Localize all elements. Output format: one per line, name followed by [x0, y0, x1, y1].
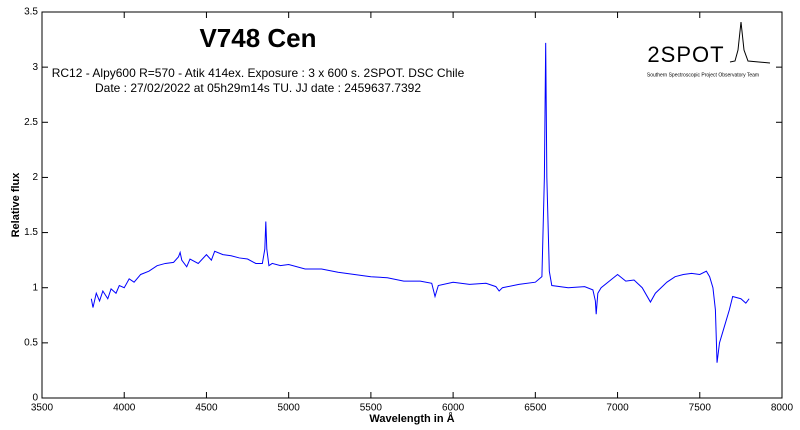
logo-peak [729, 21, 771, 64]
y-tick-label: 0 [32, 393, 38, 404]
x-tick-label: 4000 [113, 403, 136, 414]
y-tick-label: 2.5 [24, 117, 38, 128]
chart-title: V748 Cen [199, 23, 316, 53]
x-tick-label: 7500 [689, 403, 712, 414]
x-axis-label: Wavelength in Å [369, 412, 454, 425]
y-tick-label: 2 [32, 172, 38, 183]
x-tick-label: 6000 [442, 403, 465, 414]
x-tick-label: 4500 [195, 403, 218, 414]
plot-frame [41, 11, 783, 399]
annotation: Date : 27/02/2022 at 05h29m14s TU. JJ da… [95, 81, 421, 95]
x-tick-label: 5500 [360, 403, 383, 414]
y-tick-label: 3 [32, 62, 38, 73]
y-tick-label: 0.5 [24, 337, 38, 348]
x-tick-label: 5000 [278, 403, 301, 414]
x-tick-label: 6500 [524, 403, 547, 414]
logo-caption: Southern Spectroscopic Project Observato… [647, 72, 759, 78]
y-tick-label: 3.5 [24, 7, 38, 18]
y-tick-label: 1 [32, 282, 38, 293]
spectrum-line [90, 42, 750, 363]
logo-text: 2SPOT [647, 42, 724, 67]
x-tick-label: 8000 [771, 403, 794, 414]
x-tick-label: 3500 [31, 403, 54, 414]
x-tick-label: 7000 [606, 403, 629, 414]
annotation: RC12 - Alpy600 R=570 - Atik 414ex. Expos… [52, 66, 465, 80]
y-axis-label: Relative flux [10, 172, 22, 238]
y-tick-label: 1.5 [24, 227, 38, 238]
